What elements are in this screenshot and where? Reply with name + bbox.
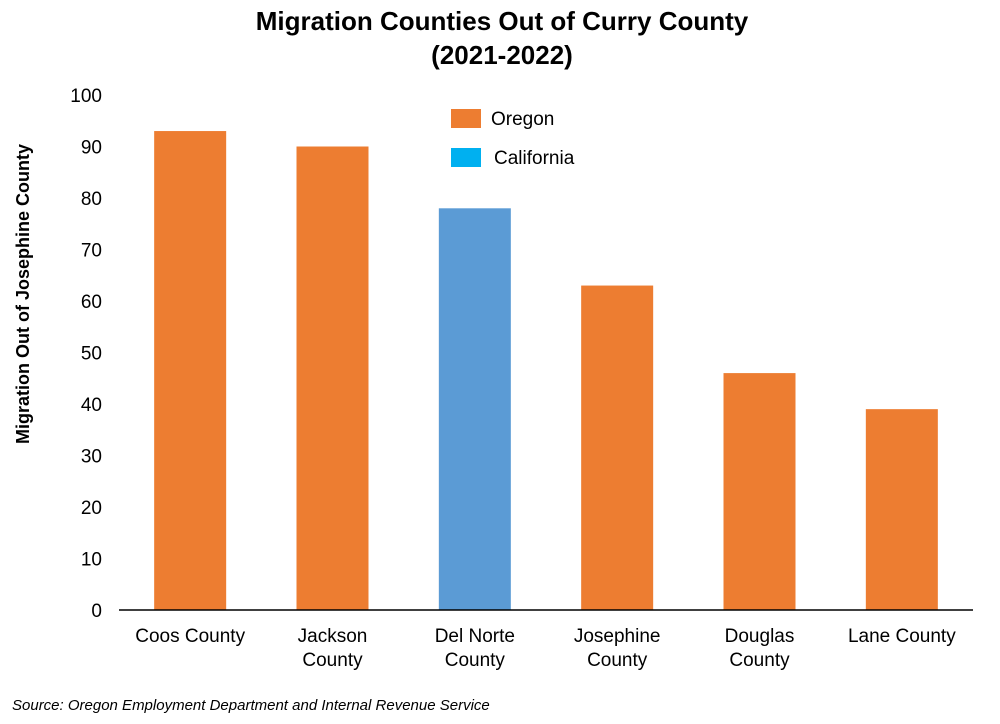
legend-swatch <box>451 109 481 128</box>
y-tick-label: 90 <box>81 138 102 159</box>
legend-label: California <box>494 148 575 169</box>
y-tick-label: 30 <box>81 447 102 468</box>
legend: Oregon California <box>451 109 575 169</box>
y-tick-label: 20 <box>81 498 102 519</box>
bar <box>438 208 511 611</box>
x-tick-label: County <box>729 650 790 671</box>
x-axis-ticks: Coos County Jackson County Del Norte County J… <box>135 626 956 671</box>
chart-title: Migration Counties Out of Curry County <box>256 6 749 36</box>
y-tick-label: 60 <box>81 292 102 313</box>
y-tick-label: 50 <box>81 344 102 365</box>
x-tick-label: Jackson <box>298 626 368 647</box>
y-axis-label: Migration Out of Josephine County <box>13 144 33 444</box>
chart-subtitle: (2021-2022) <box>431 40 573 70</box>
legend-label: Oregon <box>491 109 554 130</box>
x-tick-label: County <box>587 650 648 671</box>
bar <box>581 285 654 610</box>
source-note: Source: Oregon Employment Department and… <box>12 697 490 714</box>
x-tick-label: Douglas <box>725 626 795 647</box>
y-tick-label: 40 <box>81 395 102 416</box>
x-tick-label: Del Norte <box>435 626 515 647</box>
bar <box>296 146 369 610</box>
x-tick-label: Lane County <box>848 626 956 647</box>
x-tick-label: Josephine <box>574 626 661 647</box>
legend-swatch <box>451 148 481 167</box>
y-tick-label: 100 <box>70 86 102 107</box>
x-tick-label: County <box>445 650 506 671</box>
y-tick-label: 0 <box>91 601 102 622</box>
x-tick-label: County <box>302 650 363 671</box>
bar <box>865 409 938 610</box>
x-tick-label: Coos County <box>135 626 245 647</box>
y-tick-label: 10 <box>81 550 102 571</box>
y-axis-ticks: 0 10 20 30 40 50 60 70 80 90 100 <box>70 86 102 622</box>
bar <box>154 131 227 611</box>
bar <box>723 373 796 610</box>
y-tick-label: 80 <box>81 189 102 210</box>
y-tick-label: 70 <box>81 241 102 262</box>
bars <box>154 131 938 611</box>
